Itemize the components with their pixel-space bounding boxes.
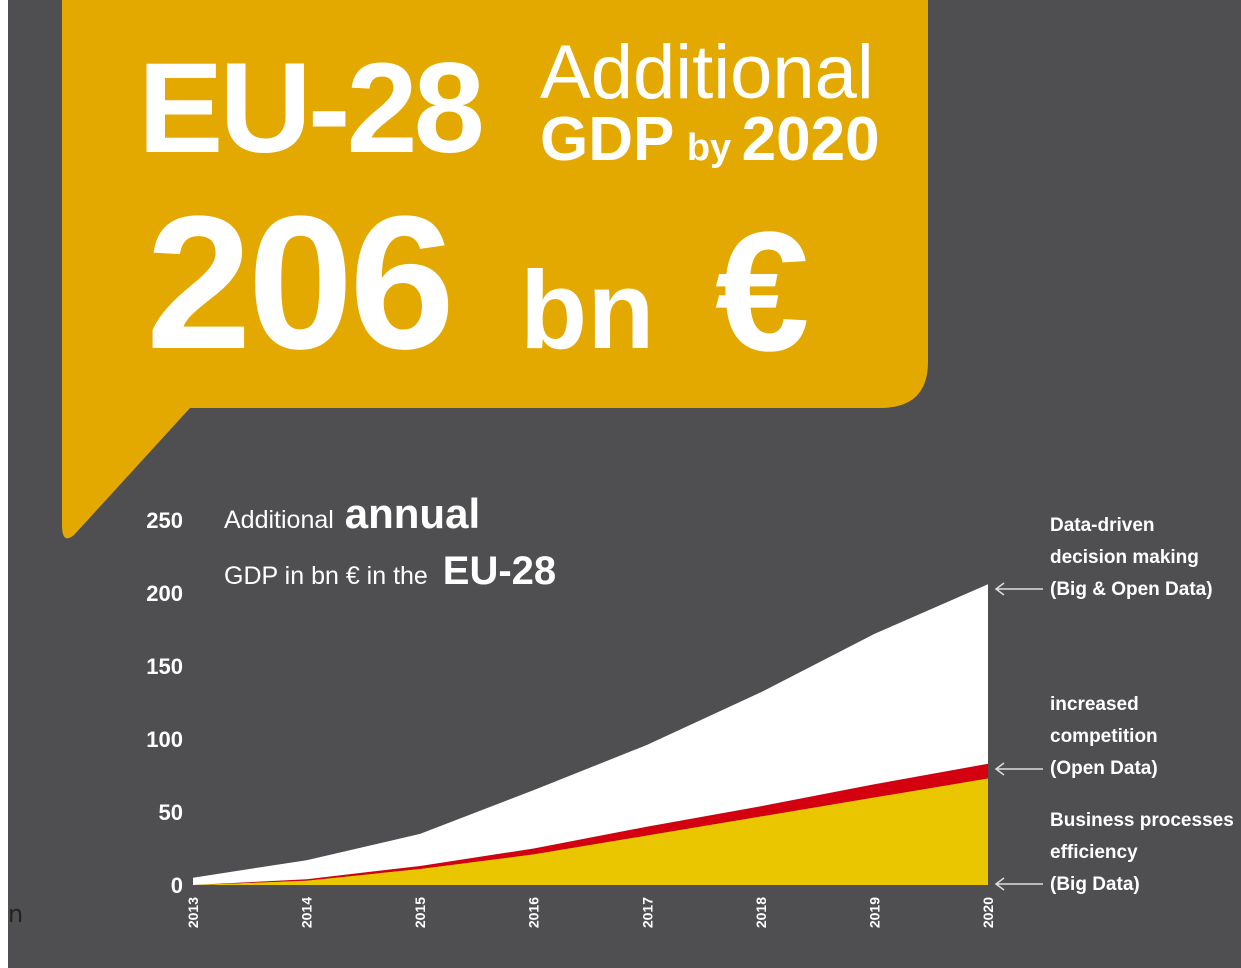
y-tick-label: 250	[146, 508, 183, 533]
y-axis-ticks: 0 50 100 150 200 250	[146, 508, 183, 898]
series-label-line: (Big & Open Data)	[1050, 579, 1213, 600]
series-label-line: decision making	[1050, 547, 1199, 568]
headline-amount: 206	[146, 177, 451, 389]
headline-currency: €	[715, 197, 810, 387]
headline-unit: bn	[520, 249, 654, 372]
series-pointer-arrow	[994, 877, 1043, 891]
area-series-1	[193, 778, 988, 885]
y-tick-label: 100	[146, 727, 183, 752]
chart-title-annual: annual	[345, 490, 480, 537]
series-label-line: efficiency	[1050, 842, 1138, 863]
x-tick-label: 2019	[866, 897, 882, 928]
series-label-line: Business processes	[1050, 810, 1234, 831]
headline-by: by	[687, 127, 731, 169]
chart-title-additional: Additional annual	[224, 490, 480, 537]
x-tick-label: 2018	[753, 897, 769, 928]
headline-region: EU-28	[138, 37, 482, 180]
series-label-line: Data-driven	[1050, 515, 1155, 536]
y-tick-label: 0	[171, 873, 183, 898]
callout-bubble	[62, 0, 928, 539]
x-tick-label: 2017	[639, 897, 655, 928]
series-pointer-arrow	[994, 762, 1043, 776]
x-tick-label: 2020	[980, 897, 996, 928]
area-series-3	[193, 584, 988, 885]
headline-year: 2020	[742, 105, 880, 174]
chart-title-gdp: GDP in bn € in the EU-28	[224, 549, 556, 593]
x-axis-ticks: 2013 2014 2015 2016 2017 2018 2019 2020	[185, 897, 996, 928]
series-label-line: (Open Data)	[1050, 758, 1158, 779]
x-tick-label: 2016	[526, 897, 542, 928]
series-label-line: increased	[1050, 694, 1139, 715]
series-label-line: (Big Data)	[1050, 874, 1140, 895]
series-pointer-arrow	[994, 582, 1043, 596]
x-tick-label: 2014	[299, 897, 315, 928]
headline-gdp-line: GDP by 2020	[540, 105, 880, 174]
x-tick-label: 2015	[412, 897, 428, 928]
chart-title-region: EU-28	[443, 549, 556, 593]
x-tick-label: 2013	[185, 897, 201, 928]
headline-additional: Additional	[540, 30, 874, 115]
y-tick-label: 150	[146, 654, 183, 679]
y-tick-label: 50	[159, 800, 183, 825]
stray-letter: n	[8, 900, 24, 928]
series-labels: Data-driven decision making (Big & Open Da…	[994, 515, 1234, 895]
y-tick-label: 200	[146, 581, 183, 606]
area-layers	[193, 584, 988, 885]
series-label-line: competition	[1050, 726, 1158, 747]
headline-gdp: GDP	[540, 105, 674, 174]
